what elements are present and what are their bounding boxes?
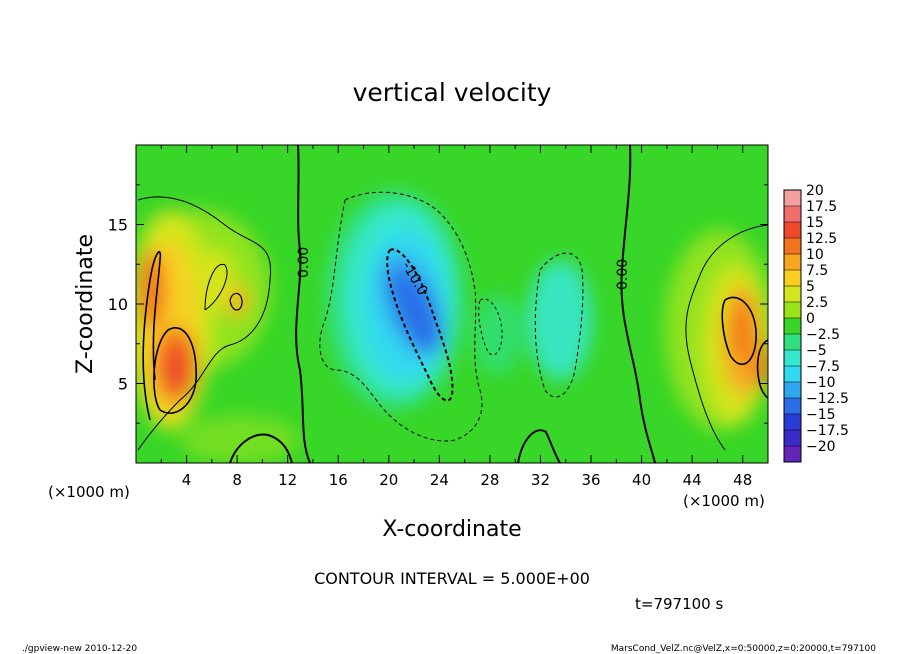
colorbar-swatch (784, 366, 801, 383)
colorbar-swatch (784, 430, 801, 447)
colorbar-label: 7.5 (806, 263, 828, 279)
x-tick-label: 28 (480, 471, 499, 489)
colorbar-swatch (784, 222, 801, 239)
y-axis-label: Z-coordinate (73, 234, 98, 374)
contour-10-right-edge (756, 339, 768, 399)
colorbar-label: −10 (806, 375, 836, 391)
colorbar-swatch (784, 398, 801, 415)
contour-minus10 (386, 248, 454, 402)
colorbar-swatch (784, 254, 801, 271)
colorbar: 2017.51512.5107.552.50−2.5−5−7.5−10−12.5… (783, 183, 849, 463)
x-tick-label: 20 (379, 471, 398, 489)
colorbar-label: −20 (806, 439, 836, 455)
x-axis: 4 8 12 16 20 24 28 32 36 40 44 48 (160, 145, 752, 489)
x-tick-label: 36 (581, 471, 600, 489)
x-tick-label: 44 (683, 471, 702, 489)
contour-lines (137, 145, 768, 463)
contour-interval: CONTOUR INTERVAL = 5.000E+00 (314, 569, 590, 588)
contour-minus5-mid (478, 298, 503, 356)
colorbar-swatch (784, 190, 801, 207)
x-tick-label: 12 (278, 471, 297, 489)
colorbar-swatch (784, 350, 801, 367)
chart-title: vertical velocity (353, 78, 552, 107)
x-tick-label: 40 (632, 471, 651, 489)
y-tick-label: 10 (108, 295, 128, 314)
contour-minus5-right (534, 252, 584, 398)
plot-area: 0.00 -10.0 0.00 (136, 145, 768, 463)
y-tick-label: 5 (118, 375, 128, 394)
zero-contour-bottom (229, 433, 293, 463)
colorbar-frame (783, 189, 802, 463)
colorbar-swatch (784, 206, 801, 223)
contour-label-zero-right: 0.00 (615, 259, 631, 290)
x-tick-label: 16 (329, 471, 348, 489)
field-shading (136, 190, 768, 463)
colorbar-swatch (784, 238, 801, 255)
x-tick-label: 4 (182, 471, 192, 489)
y-tick-label: 15 (108, 216, 128, 235)
footer-left: ./gpview-new 2010-12-20 (22, 644, 137, 654)
x-axis-label: X-coordinate (382, 517, 521, 542)
colorbar-swatch (784, 270, 801, 287)
colorbar-swatch (784, 302, 801, 319)
colorbar-label: 15 (806, 215, 824, 231)
footer-right: MarsCond_VelZ.nc@VelZ,x=0:50000,z=0:2000… (611, 644, 876, 654)
contour-minus5 (319, 191, 483, 442)
zero-contour-left (295, 145, 311, 463)
contour-5-lobe (204, 263, 228, 311)
contour-5-small (229, 292, 243, 311)
x-tick-label: 32 (531, 471, 550, 489)
x-units-right: (×1000 m) (683, 492, 765, 510)
x-tick-label: 48 (733, 471, 752, 489)
contour-5-left (137, 196, 272, 451)
x-tick-label: 8 (232, 471, 242, 489)
x-tick-label: 24 (430, 471, 449, 489)
colorbar-label: 0 (806, 311, 815, 327)
colorbar-swatch (784, 414, 801, 431)
colorbar-label: −5 (806, 343, 827, 359)
colorbar-swatch (784, 318, 801, 335)
contour-5-right (685, 224, 768, 451)
colorbar-label: −12.5 (806, 391, 849, 407)
zero-contour-right (620, 145, 656, 463)
contour-10-right (721, 296, 757, 366)
contour-label-zero-left: 0.00 (296, 247, 312, 278)
colorbar-label: 10 (806, 247, 824, 263)
colorbar-swatch (784, 334, 801, 351)
colorbar-swatch (784, 286, 801, 303)
colorbar-label: −7.5 (806, 359, 840, 375)
colorbar-swatch (784, 446, 801, 463)
colorbar-label: 5 (806, 279, 815, 295)
colorbar-swatch (784, 382, 801, 399)
contour-10-left-b (153, 327, 197, 414)
y-axis: 5 10 15 (108, 184, 768, 424)
contour-10-left-a (142, 251, 162, 421)
colorbar-label: −17.5 (806, 423, 849, 439)
zero-contour-bottom-mid (517, 429, 561, 463)
colorbar-label: −2.5 (806, 327, 840, 343)
colorbar-label: −15 (806, 407, 836, 423)
x-units-left: (×1000 m) (48, 483, 130, 501)
colorbar-label: 12.5 (806, 231, 837, 247)
colorbar-label: 2.5 (806, 295, 828, 311)
colorbar-label: 17.5 (806, 199, 837, 215)
colorbar-label: 20 (806, 183, 824, 199)
time-label: t=797100 s (635, 595, 723, 613)
